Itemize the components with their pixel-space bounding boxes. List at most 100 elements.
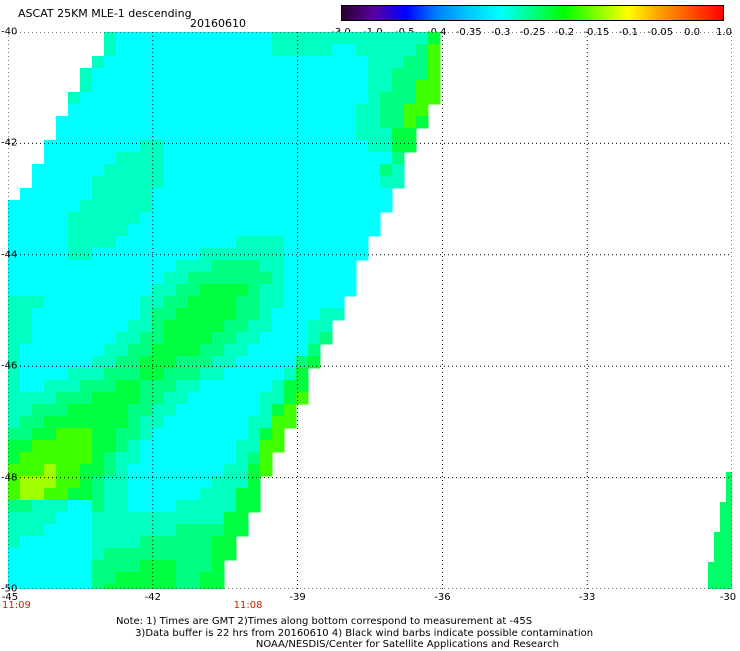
swath-cell <box>92 452 105 465</box>
swath-cell <box>140 428 153 441</box>
swath-cell <box>44 560 57 573</box>
swath-cell <box>44 236 57 249</box>
swath-cell <box>44 368 57 381</box>
swath-cell <box>32 404 45 417</box>
swath-cell <box>104 104 117 117</box>
swath-cell <box>332 176 345 189</box>
time-label: 11:08 <box>233 600 263 611</box>
swath-cell <box>224 440 237 453</box>
swath-cell <box>428 68 441 81</box>
swath-cell <box>272 296 285 309</box>
swath-cell <box>344 272 357 285</box>
swath-cell <box>380 200 393 213</box>
swath-cell <box>68 104 81 117</box>
time-label: 11:09 <box>2 600 31 611</box>
swath-cell <box>380 116 393 129</box>
swath-cell <box>188 524 201 537</box>
swath-cell <box>260 200 273 213</box>
swath-cell <box>248 140 261 153</box>
swath-cell <box>332 224 345 237</box>
swath-cell <box>8 344 21 357</box>
swath-cell <box>92 140 105 153</box>
swath-cell <box>140 380 153 393</box>
swath-cell <box>188 296 201 309</box>
swath-cell <box>68 176 81 189</box>
swath-cell <box>320 212 333 225</box>
swath-cell <box>20 428 33 441</box>
swath-cell <box>68 560 81 573</box>
latitude-label: -48 <box>1 472 18 484</box>
swath-cell <box>152 416 165 429</box>
swath-cell <box>104 344 117 357</box>
swath-cell <box>92 488 105 501</box>
swath-cell <box>164 212 177 225</box>
swath-cell <box>32 368 45 381</box>
swath-cell <box>308 320 321 333</box>
swath-cell <box>152 104 165 117</box>
swath-cell <box>188 548 201 561</box>
swath-cell <box>20 272 33 285</box>
swath-cell <box>176 224 189 237</box>
swath-cell <box>44 380 57 393</box>
swath-cell <box>152 68 165 81</box>
swath-cell <box>188 500 201 513</box>
swath-cell <box>152 356 165 369</box>
swath-cell <box>260 440 273 453</box>
swath-cell <box>236 152 249 165</box>
swath-cell <box>248 380 261 393</box>
swath-cell <box>296 200 309 213</box>
swath-cell <box>200 104 213 117</box>
swath-cell <box>104 200 117 213</box>
swath-cell <box>296 392 309 405</box>
swath-cell <box>236 284 249 297</box>
swath-cell <box>8 356 21 369</box>
swath-cell <box>68 320 81 333</box>
swath-cell <box>116 524 129 537</box>
swath-cell <box>284 296 297 309</box>
swath-cell <box>212 356 225 369</box>
swath-cell <box>8 236 21 249</box>
swath-cell <box>80 500 93 513</box>
swath-cell <box>236 296 249 309</box>
swath-cell <box>236 104 249 117</box>
swath-cell <box>92 272 105 285</box>
swath-cell <box>92 308 105 321</box>
swath-cell <box>224 212 237 225</box>
swath-cell <box>140 404 153 417</box>
swath-cell <box>212 548 225 561</box>
longitude-label: -36 <box>434 592 451 603</box>
swath-cell <box>260 404 273 417</box>
swath-cell <box>152 452 165 465</box>
swath-cell <box>176 296 189 309</box>
swath-cell <box>284 140 297 153</box>
swath-cell <box>224 128 237 141</box>
swath-cell <box>248 80 261 93</box>
swath-cell <box>152 32 165 45</box>
swath-cell <box>68 236 81 249</box>
swath-cell <box>200 440 213 453</box>
swath-cell <box>44 452 57 465</box>
swath-cell <box>152 428 165 441</box>
swath-cell <box>44 464 57 477</box>
swath-cell <box>248 116 261 129</box>
swath-cell <box>92 380 105 393</box>
swath-cell <box>308 176 321 189</box>
swath-cell <box>344 236 357 249</box>
swath-cell <box>344 68 357 81</box>
swath-cell <box>356 80 369 93</box>
swath-cell <box>152 548 165 561</box>
swath-cell <box>296 320 309 333</box>
swath-cell <box>320 188 333 201</box>
swath-cell <box>200 260 213 273</box>
swath-cell <box>164 236 177 249</box>
swath-cell <box>164 524 177 537</box>
swath-cell <box>32 416 45 429</box>
swath-cell <box>188 560 201 573</box>
swath-cell <box>308 116 321 129</box>
swath-cell <box>308 140 321 153</box>
swath-cell <box>68 500 81 513</box>
swath-cell <box>224 320 237 333</box>
swath-cell <box>356 248 369 261</box>
swath-cell <box>272 344 285 357</box>
swath-cell <box>164 128 177 141</box>
